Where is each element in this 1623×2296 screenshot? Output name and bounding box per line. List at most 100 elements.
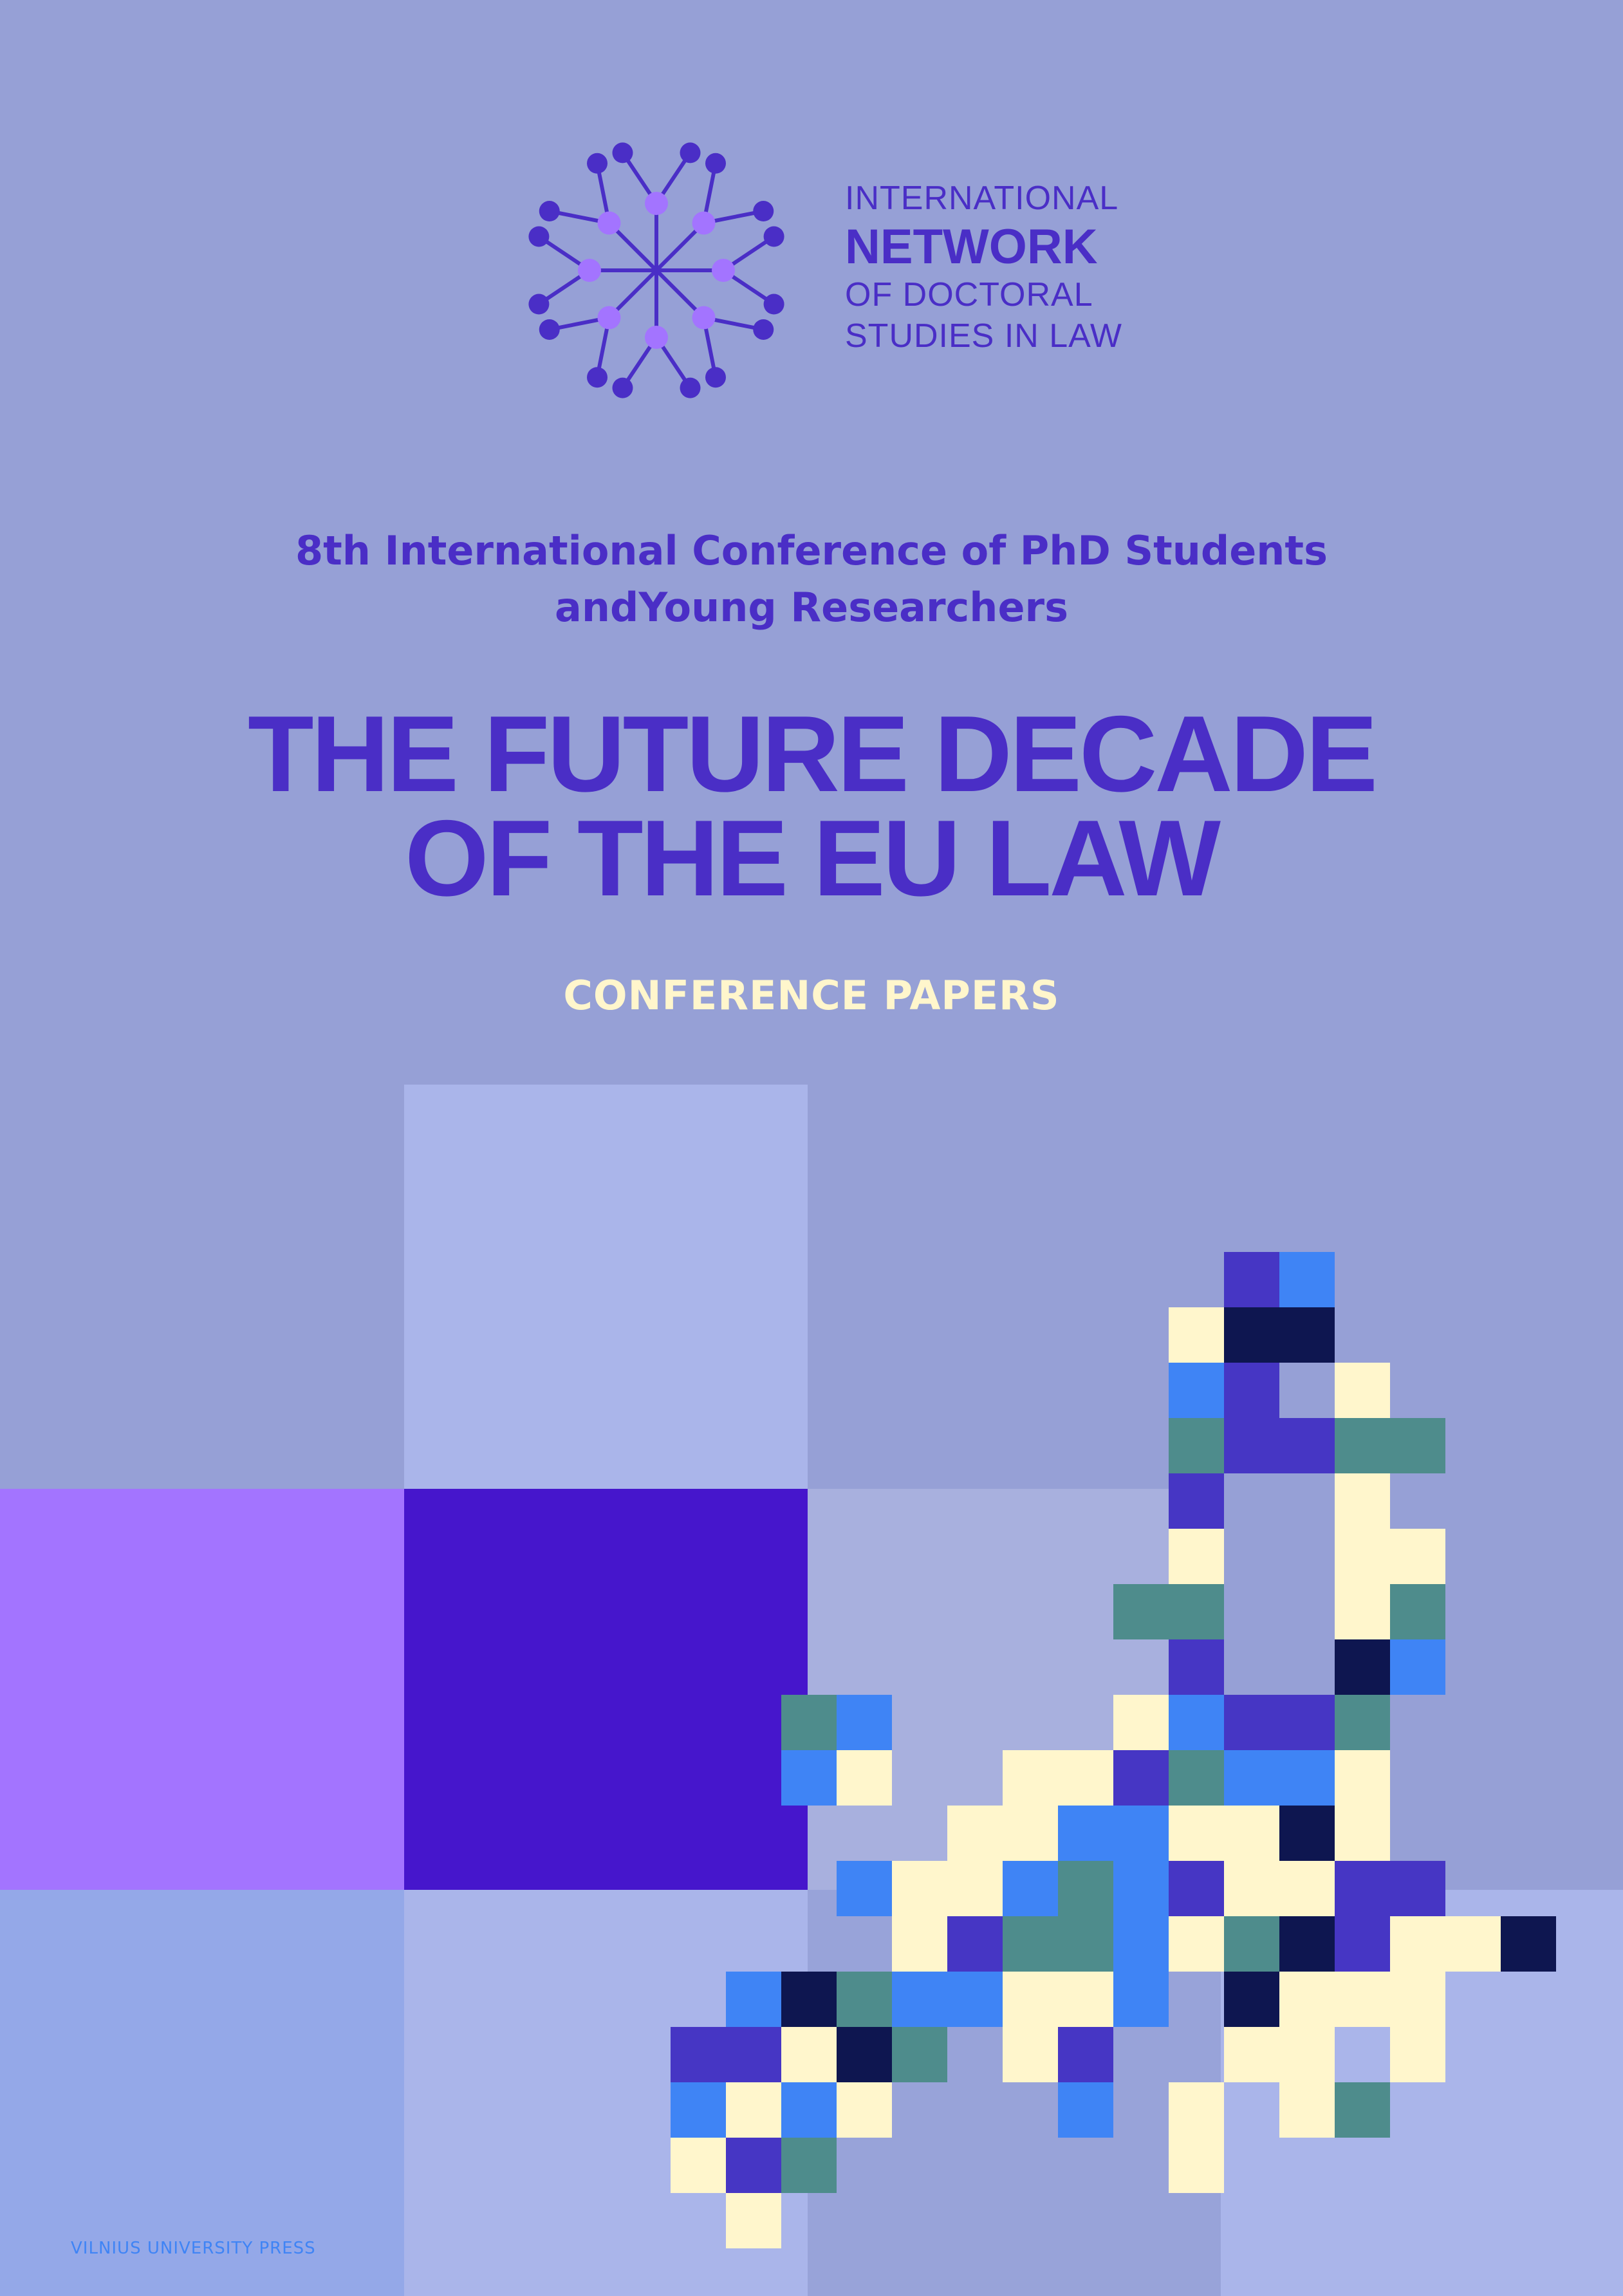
logo-inner-node [597,306,621,330]
map-tile [1279,1916,1335,1972]
map-tile [781,1695,837,1750]
map-tile [1169,2138,1224,2193]
map-tile [1169,1750,1224,1806]
map-tile [1224,1861,1279,1916]
logo-outer-node [705,367,726,388]
map-tile [1335,1750,1390,1806]
logo-line: OF DOCTORAL [845,276,1093,313]
map-tile [1335,2082,1390,2138]
map-tile [1224,1418,1279,1473]
map-tile [1335,1418,1390,1473]
map-tile [1224,1972,1279,2027]
map-tile [1335,1584,1390,1639]
map-tile [1390,1529,1445,1584]
logo-outer-node [612,377,633,398]
logo-line: NETWORK [845,219,1098,274]
logo-inner-node [712,259,735,282]
map-tile [1335,1916,1390,1972]
logo-inner-node [692,306,716,330]
map-tile [671,2138,726,2193]
logo-outer-node [587,153,608,174]
map-tile [781,1972,837,2027]
map-tile [1279,1861,1335,1916]
map-tile [1224,1916,1279,1972]
map-tile [1003,1972,1058,2027]
logo-outer-node [753,201,774,222]
map-tile [1058,1972,1113,2027]
map-tile [1058,1806,1113,1861]
logo-outer-node [539,319,560,340]
conference-papers-label: CONFERENCE PAPERS [563,972,1060,1019]
bg-block-violet [0,1489,404,1890]
logo-outer-node [753,319,774,340]
map-tile [781,2138,837,2193]
map-tile [1224,1695,1279,1750]
logo-inner-node [597,211,621,235]
map-tile [1169,1639,1224,1695]
logo-text: INTERNATIONAL NETWORK OF DOCTORAL STUDIE… [845,182,1122,360]
logo-outer-node [539,201,560,222]
map-tile [726,1972,781,2027]
map-tile [837,1861,892,1916]
network-logo-icon [528,142,784,398]
map-tile [1224,1806,1279,1861]
map-tile [1279,1750,1335,1806]
map-tile [892,1972,947,2027]
map-tile [671,2082,726,2138]
title-line: OF THE EU LAW [405,798,1221,919]
map-tile [1058,1750,1113,1806]
map-tile [1113,1584,1169,1639]
map-tile [1169,1916,1224,1972]
map-tile [947,1861,1003,1916]
map-tile [947,1972,1003,2027]
logo-inner-node [578,259,601,282]
title-line: THE FUTURE DECADE [247,693,1378,814]
map-tile [1390,1418,1445,1473]
logo-outer-node [528,226,550,247]
page-title: THE FUTURE DECADE OF THE EU LAW [0,693,1623,919]
map-tile [1501,1916,1556,1972]
map-tile [1335,1473,1390,1529]
map-tile [1169,1806,1224,1861]
map-tile [1058,2027,1113,2082]
map-tile [1113,1972,1169,2027]
subtitle-line: andYoung Researchers [555,584,1068,631]
logo-outer-node [705,153,726,174]
map-tile [837,2027,892,2082]
map-tile [1279,2082,1335,2138]
map-tile [892,2027,947,2082]
logo-outer-node [680,142,701,163]
map-tile [1279,1806,1335,1861]
map-tile [1113,1916,1169,1972]
logo-inner-node [645,192,668,215]
bg-block-indigo [404,1489,808,1890]
map-tile [1335,1806,1390,1861]
map-tile [1169,1584,1224,1639]
logo-outer-node [763,226,784,247]
bg-block-light [404,1085,808,1489]
map-tile [1058,1861,1113,1916]
logo-inner-node [645,326,668,349]
map-tile [892,1916,947,1972]
map-tile [1335,1861,1390,1916]
map-tile [671,2027,726,2082]
logo-outer-node [528,294,550,315]
map-tile [892,1861,947,1916]
logo-outer-node [763,294,784,315]
map-tile [1058,2082,1113,2138]
logo-line: STUDIES IN LAW [845,317,1123,355]
map-tile [1445,1916,1501,1972]
logo-outer-node [680,377,701,398]
map-tile [1279,2027,1335,2082]
map-tile [1279,1418,1335,1473]
logo-inner-node [692,211,716,235]
map-tile [837,1972,892,2027]
map-tile [726,2193,781,2248]
map-tile [1169,2082,1224,2138]
map-tile [1224,2027,1279,2082]
map-tile [1335,1363,1390,1418]
map-tile [1169,1529,1224,1584]
publisher-name: VILNIUS UNIVERSITY PRESS [71,2239,316,2258]
map-tile [1335,1695,1390,1750]
